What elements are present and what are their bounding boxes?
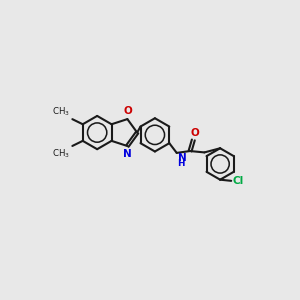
Text: O: O [123, 106, 132, 116]
Text: N: N [123, 149, 132, 159]
Text: N: N [178, 153, 186, 163]
Text: CH$_3$: CH$_3$ [52, 106, 70, 118]
Text: CH$_3$: CH$_3$ [52, 147, 70, 160]
Text: O: O [190, 128, 199, 138]
Text: H: H [178, 159, 185, 168]
Text: Cl: Cl [232, 176, 243, 186]
